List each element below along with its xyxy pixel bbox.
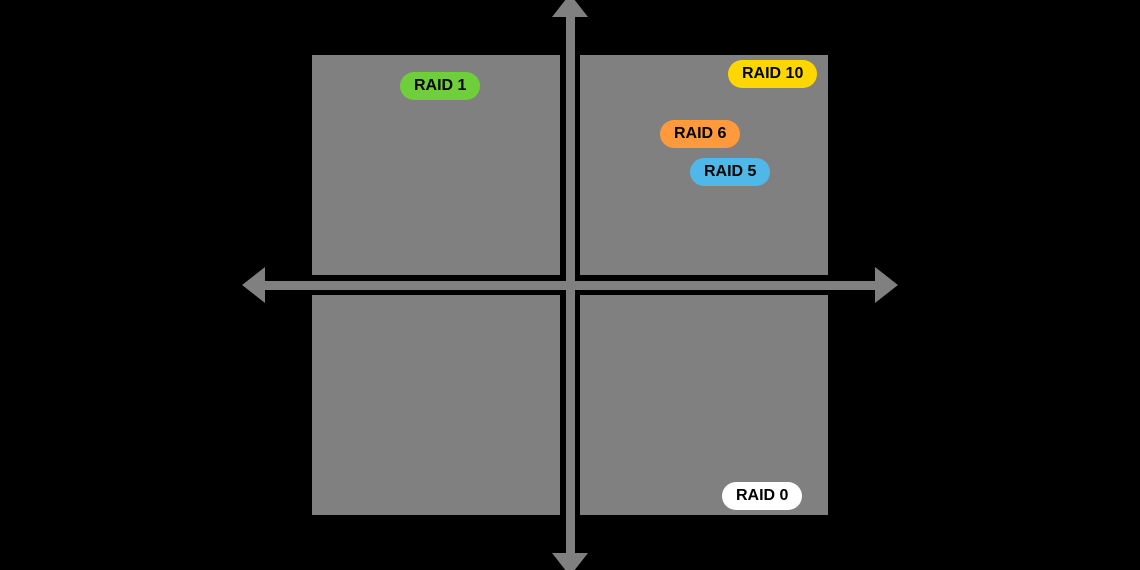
- axis-vertical: [566, 17, 575, 553]
- pill-raid-5: RAID 5: [690, 158, 770, 186]
- quadrant-bottom-left: [312, 295, 560, 515]
- raid-quadrant-chart: RAID 1 RAID 10 RAID 6 RAID 5 RAID 0: [0, 0, 1140, 570]
- arrow-up-icon: [552, 0, 588, 17]
- pill-raid-10: RAID 10: [728, 60, 817, 88]
- arrow-left-icon: [242, 267, 265, 303]
- pill-raid-6: RAID 6: [660, 120, 740, 148]
- pill-raid-0: RAID 0: [722, 482, 802, 510]
- arrow-down-icon: [552, 553, 588, 570]
- pill-raid-1: RAID 1: [400, 72, 480, 100]
- arrow-right-icon: [875, 267, 898, 303]
